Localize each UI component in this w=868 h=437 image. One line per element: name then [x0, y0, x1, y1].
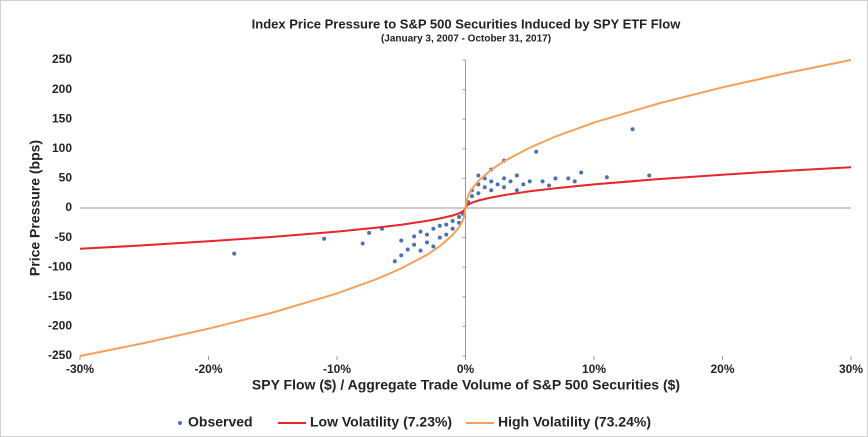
scatter-point	[502, 176, 507, 181]
scatter-point	[514, 188, 519, 193]
scatter-point	[502, 185, 507, 190]
scatter-point	[399, 253, 404, 258]
scatter-point	[392, 259, 397, 264]
x-tick-label: 30%	[839, 362, 863, 376]
y-tick-label: -250	[48, 348, 72, 362]
y-tick-label: 250	[52, 52, 72, 66]
y-tick-label: 50	[59, 171, 73, 185]
scatter-point	[437, 235, 442, 240]
line-series	[79, 59, 852, 357]
scatter-point	[444, 222, 449, 227]
scatter-point	[418, 248, 423, 253]
scatter-point	[399, 238, 404, 243]
scatter-point	[482, 185, 487, 190]
scatter-point	[450, 219, 455, 224]
scatter-point	[367, 230, 372, 235]
y-tick-label: -50	[55, 230, 73, 244]
scatter-point	[476, 173, 481, 178]
scatter-point	[553, 176, 558, 181]
scatter-point	[572, 179, 577, 184]
scatter-point	[647, 173, 652, 178]
scatter-point	[412, 234, 417, 239]
scatter-point	[405, 247, 410, 252]
scatter-point	[476, 191, 481, 196]
legend-marker	[178, 421, 182, 425]
y-tick-label: -200	[48, 319, 72, 333]
y-tick-label: -100	[48, 259, 72, 273]
legend-label: High Volatility (73.24%)	[498, 414, 651, 430]
x-tick-label: 0%	[457, 362, 475, 376]
y-tick-label: -150	[48, 289, 72, 303]
scatter-point	[232, 251, 237, 256]
scatter-point	[579, 170, 584, 175]
legend-label: Low Volatility (7.23%)	[310, 414, 452, 430]
scatter-point	[431, 226, 436, 231]
x-axis-label: SPY Flow ($) / Aggregate Trade Volume of…	[252, 377, 680, 393]
scatter-point	[437, 223, 442, 228]
y-axis-label: Price Pressure (bps)	[27, 140, 43, 276]
scatter-point	[540, 179, 545, 184]
scatter-point	[457, 214, 462, 219]
scatter-point	[566, 176, 571, 181]
scatter-point	[424, 232, 429, 237]
scatter-point	[521, 182, 526, 187]
y-tick-label: 200	[52, 82, 72, 96]
x-tick-label: -10%	[323, 362, 351, 376]
scatter-point	[630, 127, 635, 132]
scatter-point	[514, 173, 519, 178]
scatter-point	[604, 175, 609, 180]
legend-label: Observed	[188, 414, 253, 430]
x-tick-label: 10%	[582, 362, 606, 376]
scatter-point	[412, 242, 417, 247]
scatter-point	[360, 241, 365, 246]
y-tick-label: 100	[52, 141, 72, 155]
scatter-point	[450, 226, 455, 231]
scatter-point	[495, 182, 500, 187]
y-tick-label: 0	[65, 200, 72, 214]
scatter-point	[489, 179, 494, 184]
chart-title: Index Price Pressure to S&P 500 Securiti…	[252, 16, 682, 31]
scatter-point	[534, 149, 539, 154]
scatter-point	[322, 236, 327, 241]
scatter-point	[489, 188, 494, 193]
x-tick-label: 20%	[710, 362, 734, 376]
scatter-point	[418, 229, 423, 234]
chart-subtitle: (January 3, 2007 - October 31, 2017)	[381, 34, 551, 45]
x-tick-label: -20%	[194, 362, 222, 376]
scatter-point	[527, 179, 532, 184]
scatter-point	[547, 183, 552, 188]
scatter-point	[424, 240, 429, 245]
scatter-point	[469, 194, 474, 199]
y-tick-label: 150	[52, 111, 72, 125]
scatter-point	[508, 179, 513, 184]
scatter-point	[444, 232, 449, 237]
x-tick-label: -30%	[66, 362, 94, 376]
scatter-point	[431, 244, 436, 249]
